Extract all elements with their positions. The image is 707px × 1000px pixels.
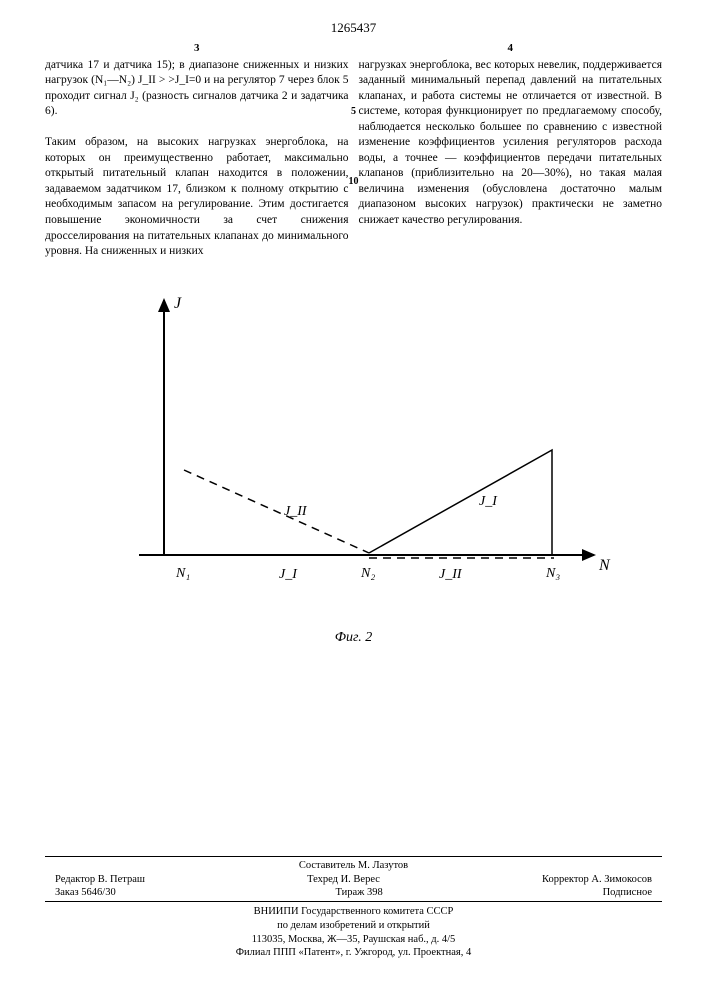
footer-signed: Подписное bbox=[603, 887, 652, 898]
footer-editor: Редактор В. Петраш bbox=[55, 874, 145, 885]
footer-org1: ВНИИПИ Государственного комитета СССР bbox=[45, 905, 662, 919]
svg-text:N: N bbox=[598, 557, 611, 574]
side-line-10: 10 bbox=[349, 176, 359, 187]
chart-figure: J N N₁ N₂ N₃ J_II J_I J_I J_II bbox=[94, 280, 614, 620]
footer-corrector: Корректор А. Зимокосов bbox=[542, 874, 652, 885]
footer-tech-editor: Техред И. Верес bbox=[307, 874, 380, 885]
svg-text:J_I: J_I bbox=[479, 494, 498, 509]
page-number: 1265437 bbox=[45, 20, 662, 36]
left-col-text: датчика 17 и датчика 15); в диапазоне сн… bbox=[45, 58, 349, 260]
svg-text:J_II: J_II bbox=[439, 567, 463, 582]
text-columns: 3 датчика 17 и датчика 15); в диапазоне … bbox=[45, 41, 662, 260]
svg-text:N₁: N₁ bbox=[175, 566, 190, 581]
chart-caption: Фиг. 2 bbox=[45, 630, 662, 646]
left-col-number: 3 bbox=[45, 41, 349, 56]
footer-org2: по делам изобретений и открытий bbox=[45, 919, 662, 933]
svg-text:N₃: N₃ bbox=[545, 566, 560, 581]
left-column: 3 датчика 17 и датчика 15); в диапазоне … bbox=[45, 41, 349, 260]
right-col-number: 4 bbox=[359, 41, 663, 56]
footer-compiler: Составитель М. Лазутов bbox=[45, 860, 662, 871]
right-col-text: нагрузках энергоблока, вес которых невел… bbox=[359, 58, 663, 229]
side-line-5: 5 bbox=[351, 106, 356, 117]
svg-text:N₂: N₂ bbox=[360, 566, 375, 581]
svg-text:J_II: J_II bbox=[284, 504, 308, 519]
footer: Составитель М. Лазутов Редактор В. Петра… bbox=[45, 856, 662, 960]
footer-addr2: Филиал ППП «Патент», г. Ужгород, ул. Про… bbox=[45, 946, 662, 960]
right-column: 4 нагрузках энергоблока, вес которых нев… bbox=[359, 41, 663, 260]
svg-text:J: J bbox=[174, 295, 182, 312]
footer-addr1: 113035, Москва, Ж—35, Раушская наб., д. … bbox=[45, 933, 662, 947]
footer-order: Заказ 5646/30 bbox=[55, 887, 116, 898]
footer-circulation: Тираж 398 bbox=[335, 887, 382, 898]
svg-text:J_I: J_I bbox=[279, 567, 298, 582]
